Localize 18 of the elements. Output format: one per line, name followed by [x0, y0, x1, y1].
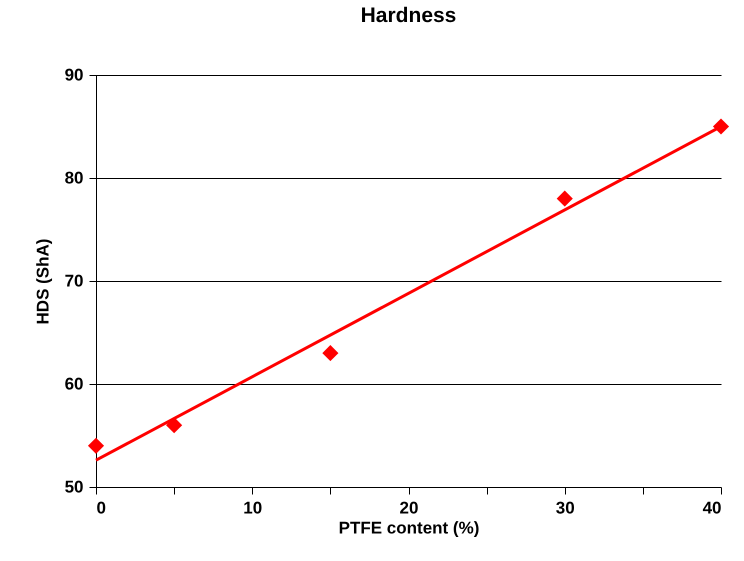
- point: [712, 118, 730, 135]
- point: [88, 438, 104, 454]
- y-tick-label: 70: [64, 272, 84, 290]
- point: [556, 190, 573, 207]
- point: [322, 345, 338, 362]
- y-tick-label: 90: [64, 66, 84, 84]
- x-tick-label: 10: [243, 498, 262, 518]
- x-axis-title: PTFE content (%): [338, 518, 480, 538]
- x-tick-label: 20: [400, 498, 418, 518]
- y-axis-title: HDS (ShA): [34, 238, 53, 324]
- x-tick-label: 0: [96, 498, 106, 518]
- chart-title: Hardness: [360, 4, 456, 27]
- x-tick-label: 40: [702, 498, 722, 518]
- point: [166, 417, 182, 434]
- y-tick-label: 60: [64, 374, 84, 394]
- y-tick-label: 50: [64, 478, 84, 496]
- x-tick-label: 30: [556, 498, 575, 518]
- y-tick-label: 80: [64, 168, 84, 188]
